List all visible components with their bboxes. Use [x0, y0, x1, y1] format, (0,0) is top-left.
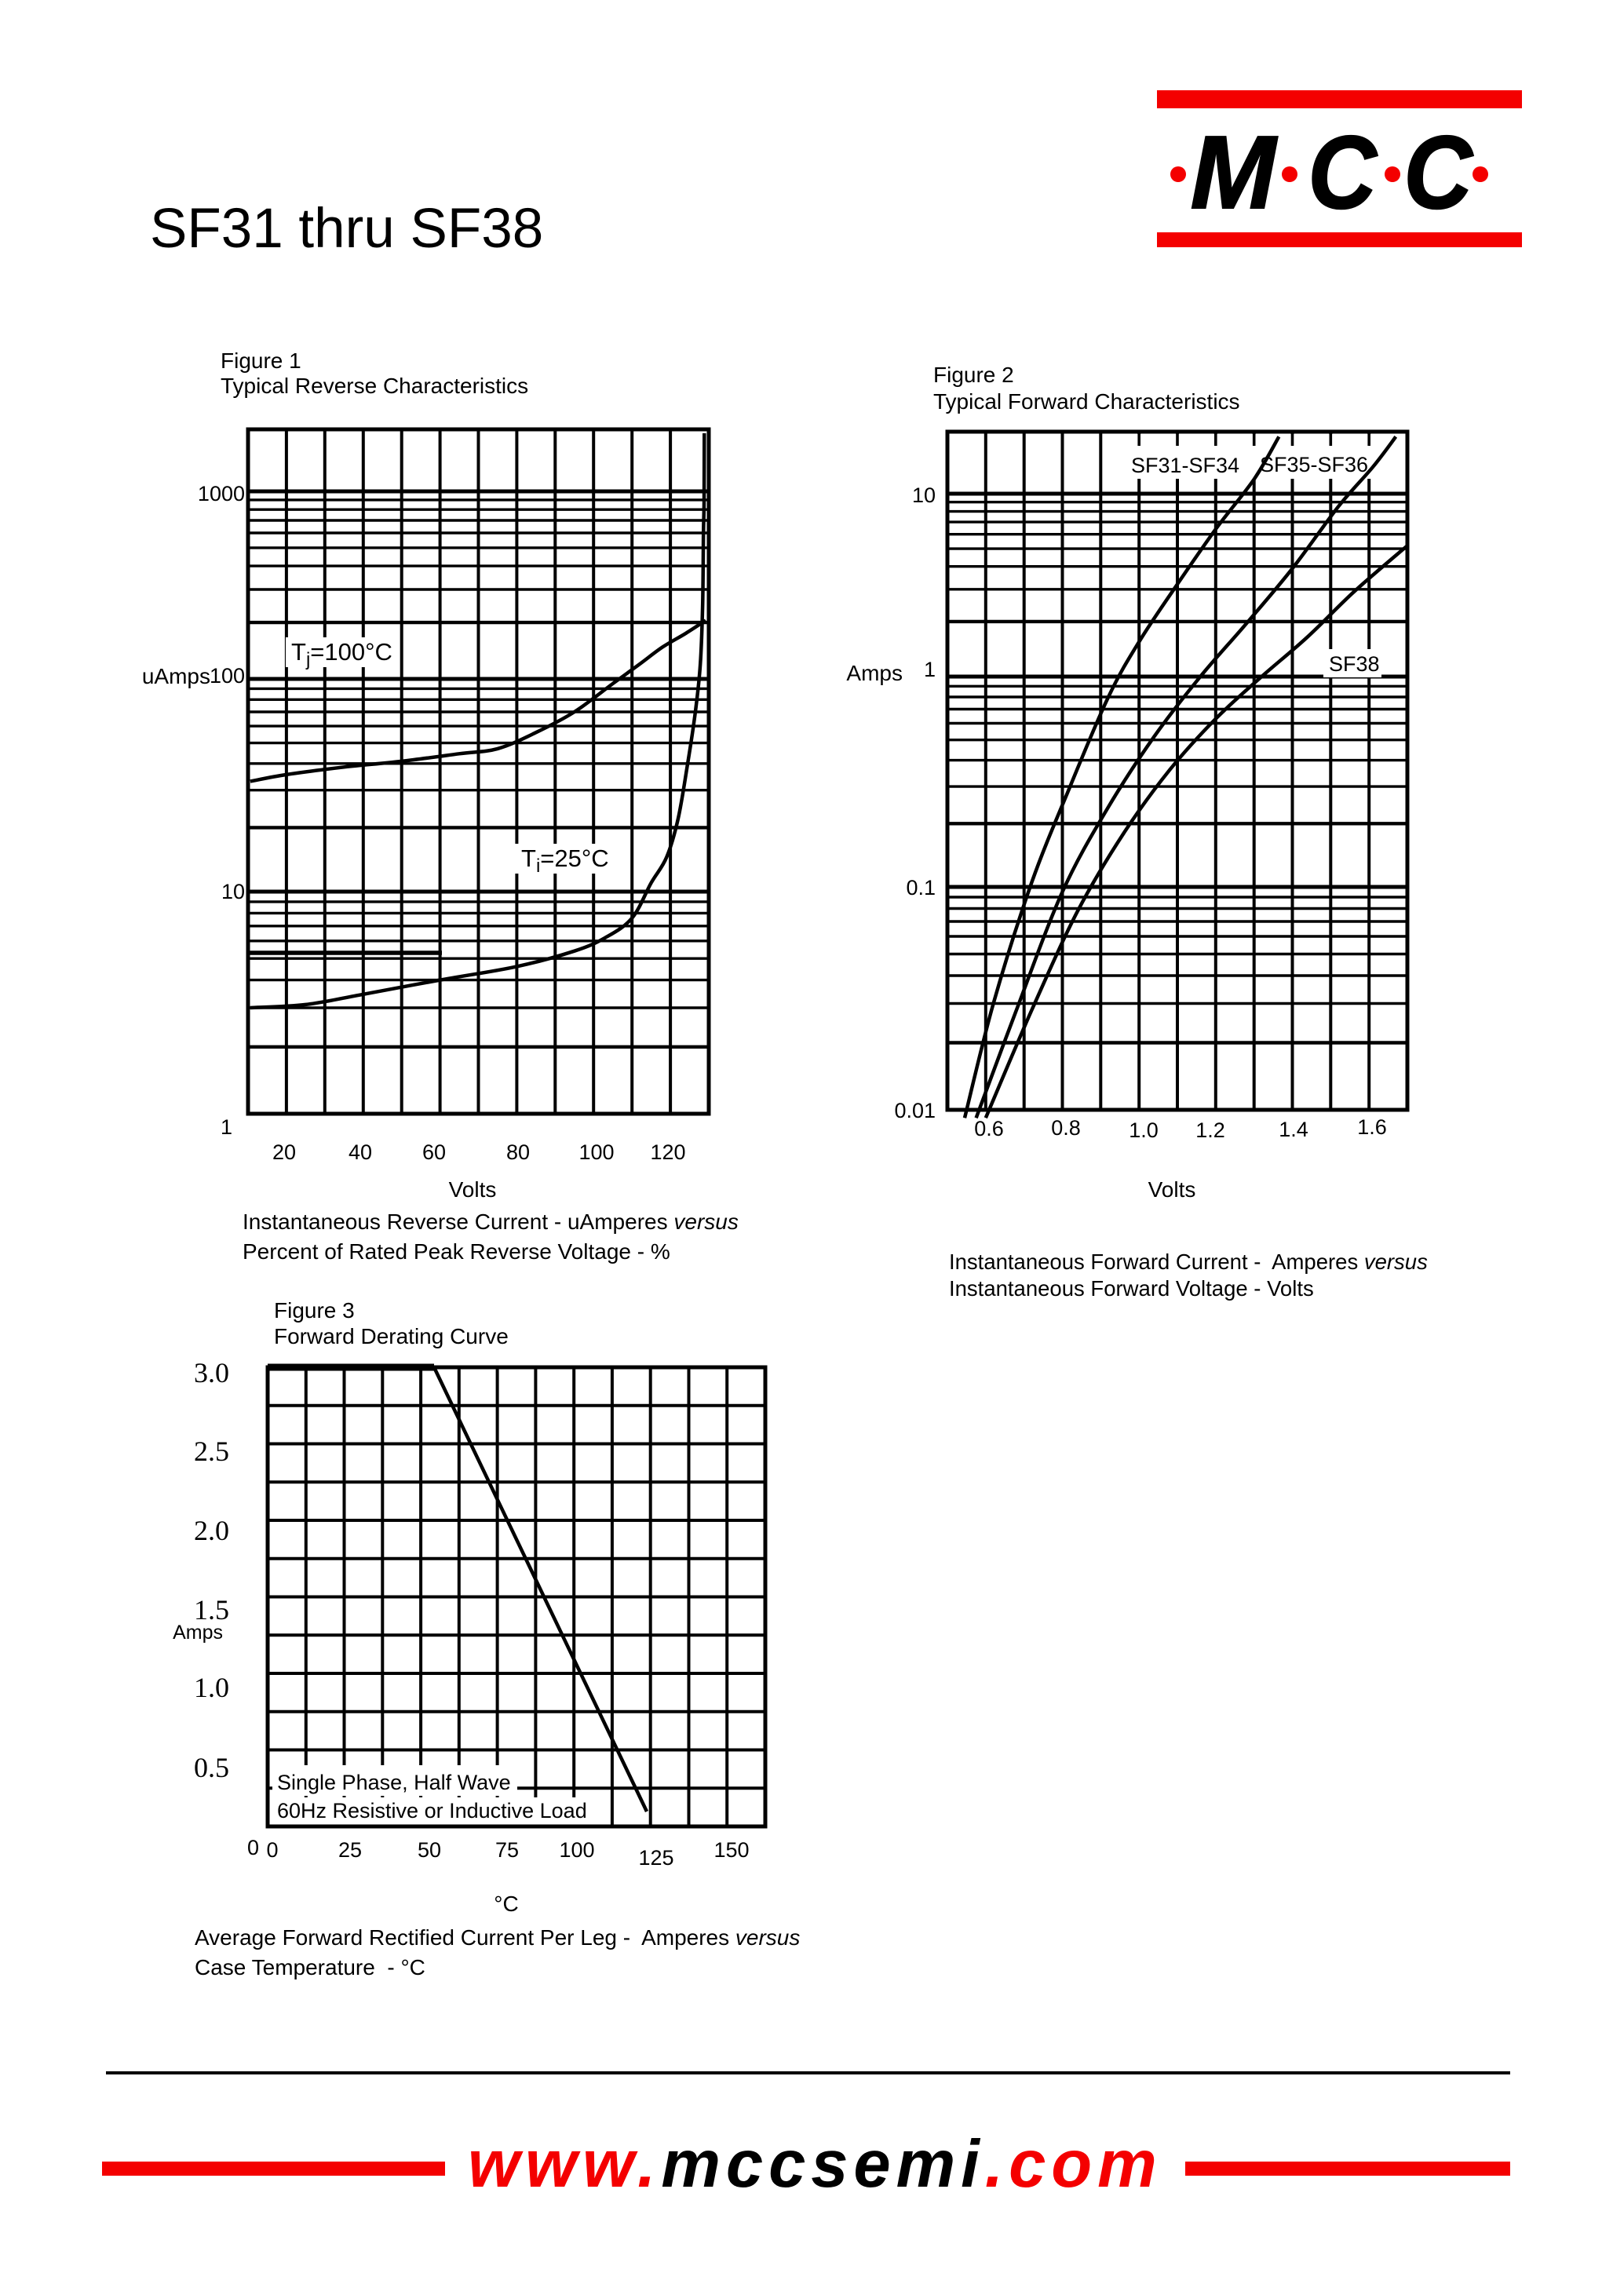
svg-text:Ti=25°C: Ti=25°C	[521, 845, 609, 877]
svg-text:Single Phase, Half Wave: Single Phase, Half Wave	[277, 1771, 511, 1794]
svg-text:SF35-SF36: SF35-SF36	[1260, 453, 1368, 476]
svg-text:60Hz Resistive or Inductive Lo: 60Hz Resistive or Inductive Load	[277, 1799, 587, 1822]
svg-text:SF38: SF38	[1329, 652, 1380, 676]
svg-text:SF31-SF34: SF31-SF34	[1131, 454, 1239, 477]
